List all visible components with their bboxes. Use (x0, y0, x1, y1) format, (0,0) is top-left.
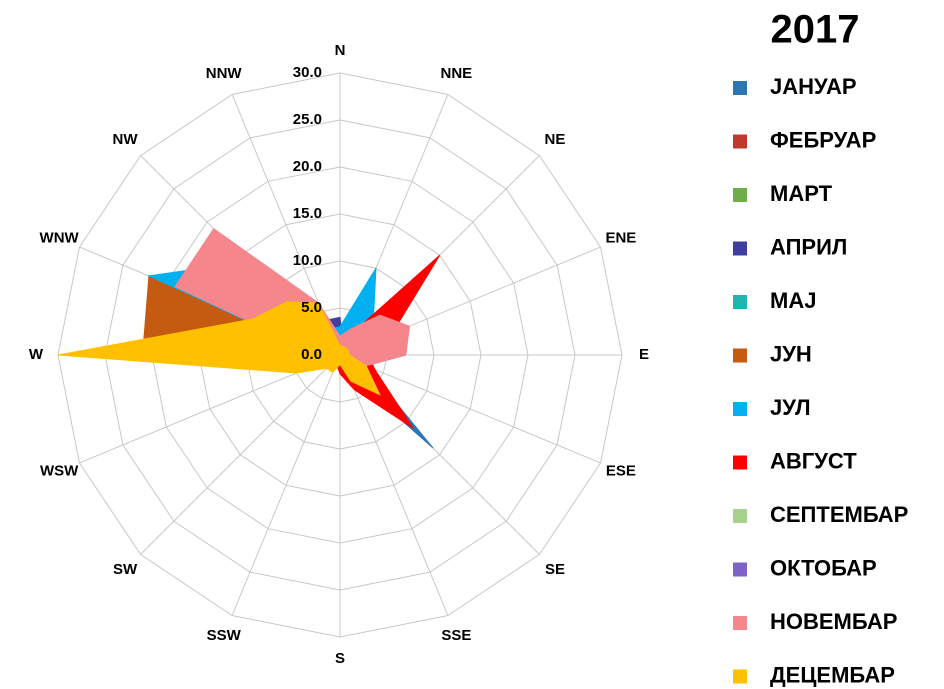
legend-swatch (733, 562, 747, 577)
direction-label: N (335, 42, 346, 59)
legend-swatch (733, 509, 747, 523)
legend-label: АВГУСТ (770, 448, 857, 473)
r-tick-label: 10.0 (293, 252, 322, 269)
r-tick-label: 30.0 (293, 64, 322, 81)
legend-label: ЈУЛ (770, 395, 811, 420)
direction-label: SSE (441, 627, 471, 644)
direction-label: NW (113, 131, 139, 148)
legend-swatch (733, 402, 747, 416)
legend-swatch (733, 455, 747, 470)
legend-swatch (733, 241, 747, 256)
direction-label: SW (113, 561, 138, 578)
legend-label: МАЈ (770, 288, 816, 313)
direction-label: NNW (206, 65, 243, 82)
direction-label: WNW (40, 230, 80, 247)
legend-label: ЈАНУАР (770, 74, 857, 99)
series-area (57, 301, 381, 396)
legend-label: НОВЕМБАР (770, 609, 897, 634)
direction-label: ESE (606, 462, 636, 479)
r-tick-label: 15.0 (293, 205, 322, 222)
legend-swatch (733, 348, 747, 363)
r-tick-label: 5.0 (301, 299, 322, 316)
legend-swatch (733, 188, 747, 202)
direction-label: E (639, 346, 649, 363)
direction-label: SSW (207, 627, 242, 644)
legend-swatch (733, 669, 747, 684)
r-tick-label: 25.0 (293, 111, 322, 128)
spoke (339, 354, 449, 616)
legend-label: ЈУН (770, 341, 812, 366)
r-tick-label: 20.0 (293, 158, 322, 175)
direction-label: SE (545, 561, 565, 578)
legend-label: МАРТ (770, 181, 833, 206)
legend-label: АПРИЛ (770, 234, 847, 259)
direction-label: S (335, 650, 345, 667)
legend-swatch (733, 134, 747, 149)
legend-label: ДЕЦЕМБАР (770, 662, 895, 687)
legend-label: СЕПТЕМБАР (770, 502, 908, 527)
legend-label: ФЕБРУАР (770, 127, 876, 152)
direction-label: ENE (605, 230, 636, 247)
direction-label: WSW (40, 462, 79, 479)
r-tick-label: 0.0 (301, 346, 322, 363)
spoke (231, 354, 341, 616)
legend-swatch (733, 295, 747, 309)
direction-label: NNE (440, 65, 472, 82)
direction-label: NE (545, 131, 566, 148)
spoke (339, 354, 601, 464)
legend-swatch (733, 616, 747, 630)
legend-label: ОКТОБАР (770, 555, 877, 580)
chart-title: 2017 (771, 8, 860, 52)
spoke (140, 354, 341, 555)
legend-swatch (733, 81, 747, 95)
direction-label: W (29, 346, 44, 363)
